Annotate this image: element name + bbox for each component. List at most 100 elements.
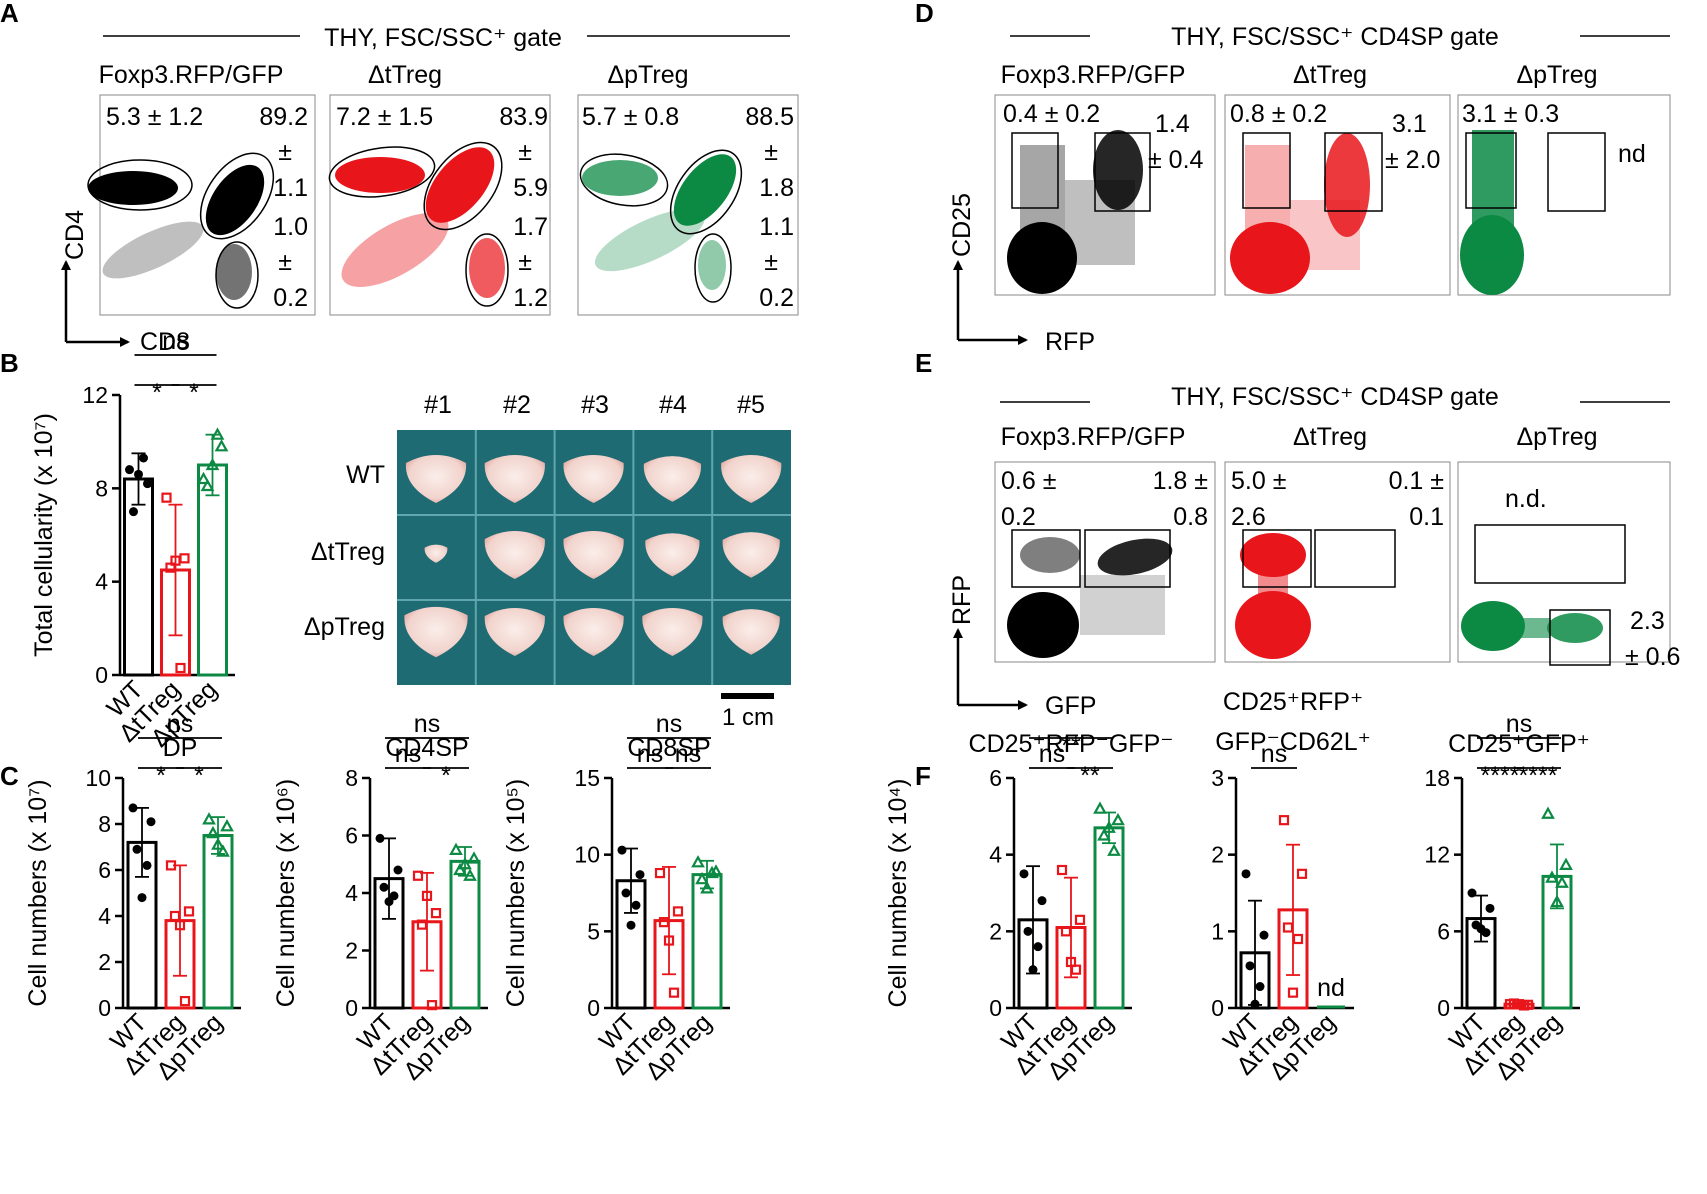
stat-dp: 5.3 ± 1.2 xyxy=(106,103,203,131)
gate-right xyxy=(1547,132,1606,212)
cluster-rfp-low xyxy=(1020,537,1080,573)
data-point xyxy=(663,935,675,946)
data-point xyxy=(1093,801,1107,814)
data-point xyxy=(1111,812,1125,826)
flow-plot-A1: 5.3 ± 1.2 89.2 ± 1.1 1.0 ± 0.2 xyxy=(87,94,316,316)
flow-plot-E2: 5.0 ± 2.6 0.1 ± 0.1 xyxy=(1224,461,1451,663)
panel-letter-F: F xyxy=(915,761,931,791)
y-tick-label: 0 xyxy=(95,662,108,688)
data-point xyxy=(626,920,636,930)
gate-left xyxy=(1465,132,1517,209)
thymus-lobe xyxy=(645,533,700,577)
bar-ΔpTreg xyxy=(202,834,234,1010)
cluster-cd4 xyxy=(88,171,178,205)
gate-cd8 xyxy=(694,233,732,303)
y-axis-label: Total cellularity (x 10⁷) xyxy=(30,413,58,657)
stat-right-1: 3.1 xyxy=(1392,110,1427,138)
panel-letter-E: E xyxy=(915,348,932,378)
y-tick-label: 12 xyxy=(82,382,108,408)
stat-dp: 5.7 ± 0.8 xyxy=(582,103,679,131)
data-point xyxy=(421,890,433,901)
axis-label-rfp: RFP xyxy=(1045,328,1095,356)
stat-cd8-1: 1.0 xyxy=(273,213,308,241)
y-axis-label: Cell numbers (x 10⁴) xyxy=(884,779,912,1008)
stat-left: 0.4 ± 0.2 xyxy=(1003,100,1100,128)
y-tick-label: 0 xyxy=(989,995,1002,1021)
data-point xyxy=(1250,999,1260,1009)
scale-bar-label: 1 cm xyxy=(722,704,774,731)
plot-frame xyxy=(994,461,1216,663)
data-point xyxy=(384,897,394,907)
plot-frame xyxy=(99,94,316,316)
flow-plot-E3: n.d. 2.3 ± 0.6 xyxy=(1457,461,1680,671)
panel-B: B 0 4 8 12 Total cellularity (x 10⁷) WT ΔtTreg… xyxy=(0,327,791,753)
flow-plot-A2: 7.2 ± 1.5 83.9 ± 5.9 1.7 ± 1.2 xyxy=(328,94,551,316)
sig-label: **** xyxy=(1481,762,1520,790)
stat-right-2: ± 2.0 xyxy=(1385,146,1440,174)
y-tick-label: 3 xyxy=(1211,765,1224,791)
gate-left xyxy=(1242,132,1291,209)
data-point xyxy=(220,819,234,832)
plot-frame xyxy=(1224,461,1451,663)
data-point xyxy=(1097,828,1111,841)
data-point xyxy=(700,881,714,894)
sig-label: ** xyxy=(1080,762,1100,790)
cluster-treg xyxy=(1093,130,1143,210)
data-point xyxy=(658,917,670,928)
photo-col-3: #3 xyxy=(581,391,609,419)
data-point xyxy=(1476,924,1486,934)
data-point xyxy=(211,837,225,850)
data-point xyxy=(142,860,152,870)
data-point xyxy=(1467,888,1477,898)
flow-plot-E1: 0.6 ± 0.2 1.8 ± 0.8 xyxy=(994,461,1216,663)
stat-cd4-3: 1.8 xyxy=(759,174,794,202)
stat-cd8-3: 1.2 xyxy=(513,284,548,312)
y-tick-label: 2 xyxy=(98,949,111,975)
data-point xyxy=(691,855,705,868)
cluster-scatter xyxy=(1065,180,1135,265)
stat-cd8-2: ± xyxy=(278,248,292,276)
stat-right-1: 1.8 ± xyxy=(1153,467,1208,495)
data-point xyxy=(132,844,142,854)
stat-left-2: 2.6 xyxy=(1231,503,1266,531)
thymus-lobe xyxy=(563,455,624,503)
y-tick-label: 4 xyxy=(989,842,1002,868)
photo-col-1: #1 xyxy=(424,391,452,419)
cluster-main xyxy=(1007,222,1077,294)
thymus-lobe xyxy=(642,608,703,656)
plot-label-ptreg: ΔpTreg xyxy=(1516,61,1597,89)
panel-E-title: THY, FSC/SSC⁺ CD4SP gate xyxy=(1171,383,1499,411)
photo-row-ptreg: ΔpTreg xyxy=(304,613,385,641)
data-point xyxy=(170,555,181,566)
data-point xyxy=(1028,965,1038,975)
cluster-dp xyxy=(425,147,495,223)
data-point xyxy=(668,987,680,998)
data-point xyxy=(1282,922,1294,933)
stat-cd4-2: ± xyxy=(278,138,292,166)
data-point xyxy=(1559,857,1573,870)
cluster-cd8 xyxy=(469,238,505,298)
panel-letter-A: A xyxy=(0,0,19,28)
cluster-bridge xyxy=(1258,570,1288,600)
data-point xyxy=(1545,870,1559,883)
data-point xyxy=(134,469,143,479)
cluster-cd4 xyxy=(582,160,658,196)
data-point xyxy=(161,492,172,503)
gate-left xyxy=(1011,529,1081,588)
data-point xyxy=(200,478,215,492)
panel-D: D THY, FSC/SSC⁺ CD4SP gate Foxp3.RFP/GFP… xyxy=(915,0,1671,356)
stat-right-2: ± 0.4 xyxy=(1148,146,1204,174)
y-tick-label: 2 xyxy=(989,918,1002,944)
stat-cd8-2: ± xyxy=(764,248,778,276)
stat-right-1: 1.4 xyxy=(1155,110,1190,138)
data-point xyxy=(631,900,641,910)
data-point xyxy=(1259,930,1269,940)
sig-label: ns xyxy=(1261,740,1287,768)
stat-right-2: 0.1 xyxy=(1409,503,1444,531)
data-point xyxy=(1023,926,1033,936)
cluster-cd8 xyxy=(216,244,252,300)
data-point xyxy=(214,439,229,452)
